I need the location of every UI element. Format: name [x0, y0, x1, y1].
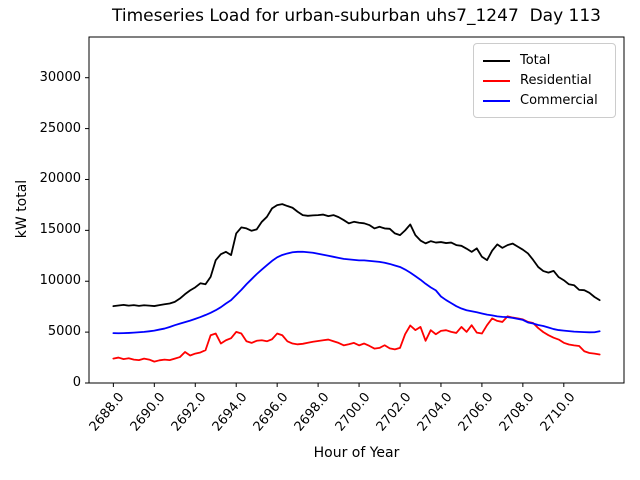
y-tick-label: 15000 [39, 222, 81, 238]
legend-line-residential-icon [483, 79, 510, 82]
legend-label-total: Total [520, 53, 551, 68]
y-tick-label: 25000 [39, 120, 81, 136]
legend-item-residential: Residential [483, 71, 606, 90]
legend-line-total-icon [483, 59, 510, 62]
legend-item-commercial: Commercial [483, 91, 606, 110]
series-line-commercial [112, 250, 601, 335]
y-tick-label: 0 [72, 375, 81, 390]
legend-item-total: Total [483, 51, 606, 70]
series-line-total [112, 203, 601, 308]
y-tick-label: 30000 [39, 69, 81, 85]
y-axis-label: kW total [14, 179, 30, 239]
y-tick-label: 5000 [47, 324, 81, 340]
legend-label-commercial: Commercial [520, 93, 598, 108]
y-tick-label: 20000 [39, 171, 81, 187]
y-tick-label: 10000 [39, 273, 81, 289]
legend: Total Residential Commercial [473, 43, 616, 118]
x-axis-label: Hour of Year [313, 445, 400, 461]
chart-title: Timeseries Load for urban-suburban uhs7_… [112, 6, 601, 26]
series-line-residential [112, 315, 601, 363]
legend-line-commercial-icon [483, 99, 510, 102]
legend-label-residential: Residential [520, 73, 592, 88]
axes-frame [88, 36, 625, 384]
